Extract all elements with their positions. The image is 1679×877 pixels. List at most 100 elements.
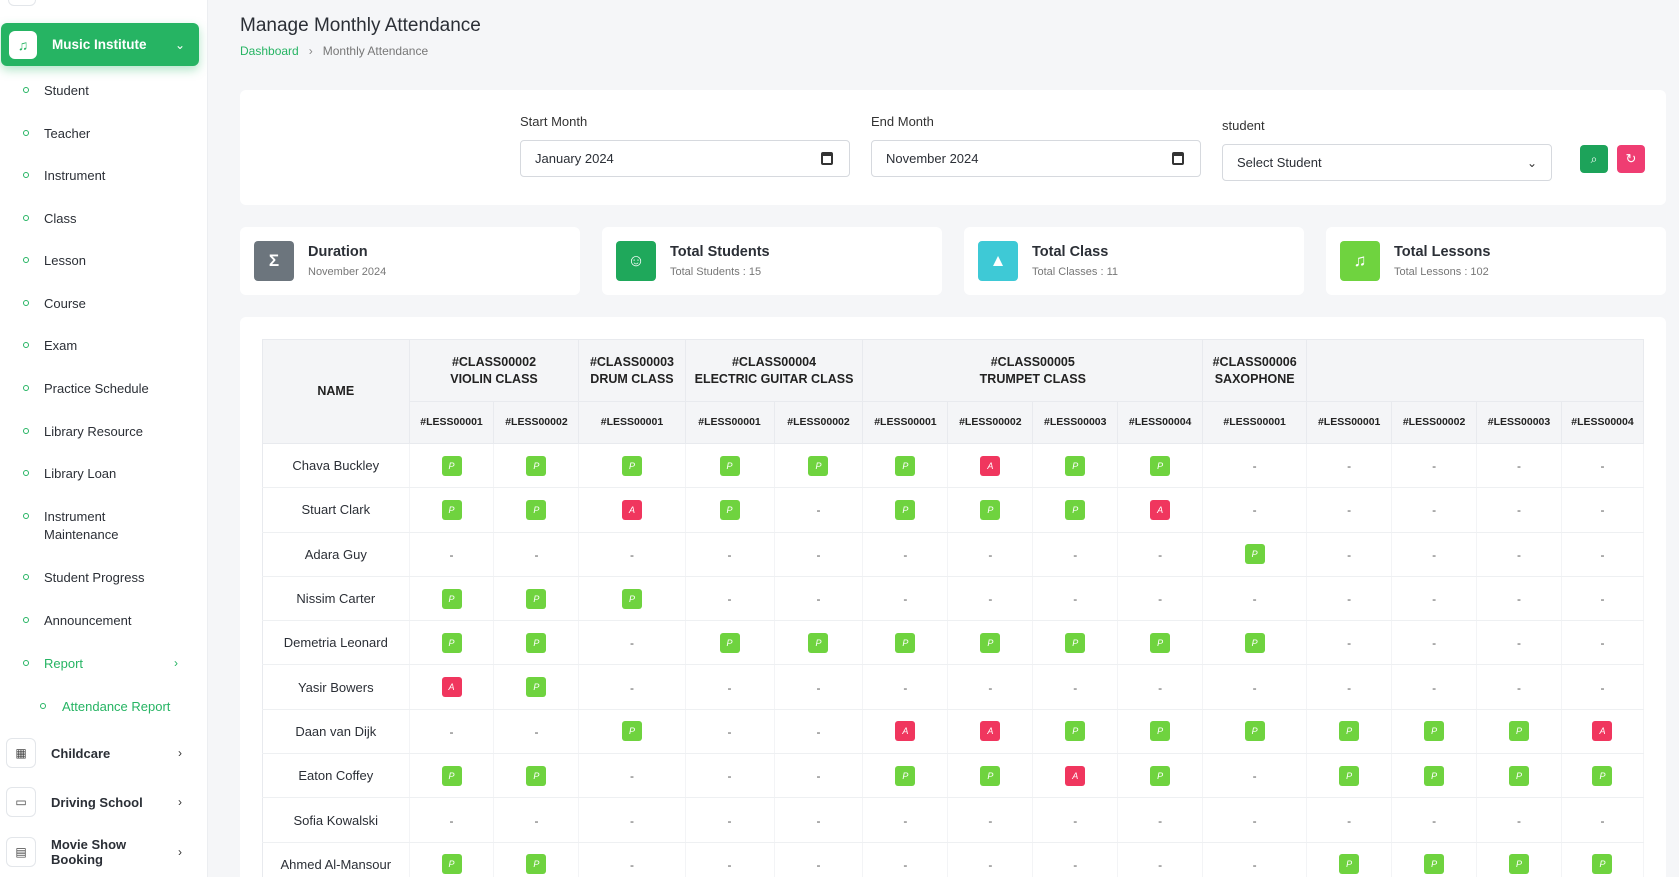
name-header: NAME [262, 339, 410, 444]
bullet-icon [23, 428, 29, 434]
end-month-value: November 2024 [886, 151, 979, 166]
attendance-cell: - [1117, 664, 1204, 710]
no-record: - [1600, 503, 1605, 518]
search-button[interactable]: ⌕ [1580, 145, 1608, 173]
present-badge: P [980, 499, 1001, 520]
no-record: - [534, 724, 539, 739]
attendance-cell: P [493, 487, 580, 533]
breadcrumb-dashboard-link[interactable]: Dashboard [240, 44, 299, 58]
attendance-cell: P [409, 487, 495, 533]
present-badge: P [1065, 632, 1086, 653]
attendance-cell: P [1117, 620, 1204, 666]
present-badge: P [621, 721, 642, 742]
sidebar-group-driving-school[interactable]: ▭ Driving School › [6, 785, 198, 819]
no-record: - [1347, 459, 1352, 474]
sidebar-item-label: Course [44, 296, 86, 311]
sidebar-group-music-institute[interactable]: ♫ Music Institute ⌄ [1, 23, 199, 66]
attendance-cell: - [1306, 664, 1393, 710]
attendance-cell: - [1476, 532, 1562, 577]
table-row: Demetria Leonard P P - P P P P P P P - - - - [262, 620, 1645, 666]
student-label: student [1222, 118, 1265, 133]
table-row: Ahmed Al-Mansour P P - - - - - - - - P P P P [262, 842, 1645, 877]
present-badge: P [526, 854, 547, 875]
attendance-cell: - [1117, 842, 1204, 877]
attendance-cell: P [862, 620, 949, 666]
lesson-header: #LESS00001 [1202, 401, 1308, 444]
no-record: - [1347, 636, 1352, 651]
chevron-right-icon: › [174, 656, 178, 670]
lesson-header: #LESS00002 [493, 401, 580, 444]
class-header: #CLASS00006 SAXOPHONE [1202, 339, 1308, 402]
no-record: - [1073, 813, 1078, 828]
attendance-cell: - [1306, 620, 1393, 666]
sidebar-group-label: Driving School [51, 794, 143, 810]
sidebar-item-label: Instrument Maintenance [44, 509, 119, 542]
attendance-cell: P [1391, 753, 1478, 799]
stat-sub: Total Students : 15 [670, 266, 762, 278]
attendance-cell: P [947, 620, 1034, 666]
calendar-icon[interactable] [821, 152, 833, 165]
present-badge: P [1424, 721, 1445, 742]
attendance-cell: - [1306, 797, 1393, 843]
class-code: #CLASS00004 [731, 354, 817, 369]
bullet-icon [23, 342, 29, 348]
absent-badge: A [441, 677, 462, 698]
absent-badge: A [980, 721, 1001, 742]
sidebar-group-movie-show-booking[interactable]: ▤ Movie Show Booking › [6, 835, 198, 869]
attendance-cell: - [578, 753, 686, 799]
attendance-cell: P [578, 576, 686, 622]
table-row: Nissim Carter P P P - - - - - - - - - - - [262, 576, 1645, 622]
student-name: Adara Guy [262, 532, 410, 577]
attendance-cell: - [947, 532, 1034, 577]
calendar-icon[interactable] [1172, 152, 1184, 165]
sidebar-group-label: Movie Show Booking [51, 837, 127, 867]
table-row: Adara Guy - - - - - - - - - P - - - - [262, 532, 1645, 577]
attendance-cell: - [1561, 797, 1645, 843]
sidebar-prev-group[interactable]: ⌄ [0, 0, 200, 6]
start-month-label: Start Month [520, 114, 588, 129]
present-badge: P [526, 677, 547, 698]
attendance-cell: P [1561, 842, 1645, 877]
bullet-icon [23, 87, 29, 93]
no-record: - [727, 724, 732, 739]
attendance-cell: P [862, 443, 949, 489]
present-badge: P [808, 632, 829, 653]
attendance-cell: P [493, 620, 580, 666]
sidebar-item-label: Attendance Report [62, 699, 171, 714]
present-badge: P [441, 588, 462, 609]
sidebar-group-childcare[interactable]: ▦ Childcare › [6, 736, 198, 770]
no-record: - [1432, 503, 1437, 518]
no-record: - [1073, 547, 1078, 562]
no-record: - [1252, 680, 1257, 695]
attendance-cell: - [947, 842, 1034, 877]
end-month-input[interactable]: November 2024 [871, 140, 1201, 177]
student-name: Chava Buckley [262, 443, 410, 489]
sidebar-item-label: Announcement [44, 613, 132, 628]
attendance-cell: - [1561, 576, 1645, 622]
sidebar-group-label: Music Institute [52, 37, 147, 52]
table-row: Daan van Dijk - - P - - A A P P P P P P A [262, 709, 1645, 755]
start-month-input[interactable]: January 2024 [520, 140, 850, 177]
attendance-cell: P [409, 576, 495, 622]
class-code: #CLASS00002 [451, 354, 537, 369]
chevron-right-icon: › [178, 746, 182, 760]
lesson-header: #LESS00001 [578, 401, 686, 444]
class-code: #CLASS00003 [589, 354, 675, 369]
attendance-cell: P [1032, 620, 1119, 666]
class-name: TRUMPET CLASS [979, 371, 1086, 386]
no-record: - [629, 636, 634, 651]
attendance-cell: - [493, 532, 580, 577]
no-record: - [449, 813, 454, 828]
present-badge: P [1150, 632, 1171, 653]
attendance-cell: P [1202, 532, 1308, 577]
sidebar-item-label: Teacher [44, 126, 91, 141]
present-badge: P [1150, 765, 1171, 786]
attendance-cell: - [1202, 842, 1308, 877]
attendance-cell: - [1032, 664, 1119, 710]
reset-button[interactable]: ↻ [1617, 145, 1645, 173]
class-name: VIOLIN CLASS [450, 371, 538, 386]
sidebar-item-label: Report [44, 656, 84, 671]
student-select[interactable]: Select Student ⌄ [1222, 144, 1552, 181]
chevron-down-icon: ⌄ [175, 37, 186, 52]
attendance-table-card: NAME #CLASS00002 VIOLIN CLASS #CLASS00003 D… [240, 317, 1666, 877]
